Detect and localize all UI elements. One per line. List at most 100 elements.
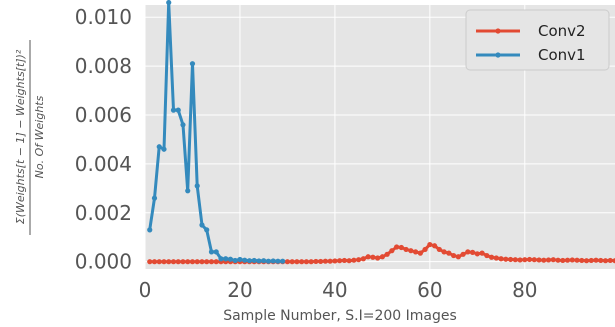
data-point (156, 259, 162, 265)
data-point (147, 227, 153, 233)
data-point (564, 257, 571, 263)
data-point (303, 259, 310, 265)
x-tick-label: 80 (512, 278, 537, 302)
data-point (417, 250, 423, 256)
data-point (555, 257, 561, 263)
data-point (223, 256, 229, 262)
data-point (384, 251, 390, 257)
data-point (574, 257, 580, 263)
data-point (208, 259, 215, 265)
y-tick-label: 0.002 (75, 201, 132, 225)
data-point (550, 257, 556, 263)
data-point (583, 258, 590, 264)
x-tick-label: 40 (322, 278, 347, 302)
data-point (536, 257, 542, 263)
data-point (147, 259, 153, 265)
y-axis-label-numerator: Σ(Weights[t − 1] − Weights[t])² (14, 49, 27, 224)
data-point (422, 246, 428, 253)
data-point (579, 257, 585, 264)
data-point (199, 222, 205, 228)
data-point (356, 257, 362, 263)
y-tick-label: 0.000 (75, 250, 132, 274)
data-point (465, 249, 471, 255)
data-point (394, 244, 400, 250)
data-point (294, 259, 300, 265)
data-point (204, 259, 210, 265)
data-point (460, 251, 466, 257)
data-point (479, 250, 485, 256)
data-point (332, 258, 338, 264)
data-point (237, 256, 243, 263)
data-point (218, 256, 224, 262)
data-point (180, 259, 186, 265)
data-point (161, 146, 167, 152)
data-point (403, 246, 409, 253)
data-point (503, 256, 509, 262)
data-point (488, 254, 495, 260)
data-point (441, 249, 447, 255)
data-point (213, 249, 219, 255)
data-point (341, 257, 347, 264)
data-point (602, 258, 609, 264)
data-point (156, 144, 162, 150)
data-point (337, 258, 343, 264)
data-point (194, 183, 200, 189)
data-point (189, 259, 196, 265)
data-point (327, 258, 333, 264)
data-point (232, 257, 238, 264)
data-point (256, 258, 262, 264)
data-point (213, 259, 219, 265)
data-point (318, 258, 324, 265)
y-tick-label: 0.008 (75, 54, 132, 78)
data-point (389, 248, 395, 254)
data-point (170, 107, 177, 113)
x-tick-label: 0 (139, 278, 152, 302)
y-axis-label-denominator: No. Of Weights (33, 95, 46, 178)
series-conv1 (147, 0, 286, 264)
data-point (166, 259, 172, 265)
data-point (199, 259, 205, 265)
data-point (455, 254, 461, 260)
data-point (242, 257, 248, 263)
data-point (593, 257, 599, 263)
data-point (512, 257, 518, 263)
data-point (180, 122, 186, 128)
x-tick-label: 60 (417, 278, 442, 302)
data-point (446, 250, 452, 256)
data-point (450, 252, 457, 259)
data-point (275, 258, 281, 264)
data-point (289, 259, 295, 265)
data-point (612, 258, 615, 264)
data-point (280, 258, 286, 264)
data-point (365, 254, 371, 260)
data-point (308, 259, 314, 265)
data-point (151, 195, 158, 201)
legend: Conv2 Conv1 (465, 9, 610, 71)
data-point (588, 257, 594, 264)
data-point (351, 257, 357, 263)
data-point (265, 258, 272, 264)
data-point (261, 258, 267, 264)
data-point (375, 255, 381, 261)
data-point (370, 254, 376, 260)
data-point (541, 257, 547, 263)
data-point (175, 259, 181, 265)
data-point (204, 227, 210, 233)
data-point (431, 243, 438, 249)
data-point (346, 258, 352, 264)
x-axis-label: Sample Number, S.I=200 Images (223, 308, 457, 324)
y-axis-label: Σ(Weights[t − 1] − Weights[t])² No. Of W… (14, 40, 46, 235)
data-point (161, 259, 167, 265)
data-point (607, 257, 613, 264)
data-point (498, 256, 504, 262)
data-point (170, 259, 177, 265)
data-point (185, 188, 191, 194)
data-point (517, 257, 523, 263)
data-point (189, 61, 196, 67)
data-point (469, 249, 476, 255)
data-point (284, 259, 291, 265)
data-point (227, 256, 234, 262)
legend-label-conv2: Conv2 (538, 22, 586, 40)
data-point (299, 259, 305, 265)
